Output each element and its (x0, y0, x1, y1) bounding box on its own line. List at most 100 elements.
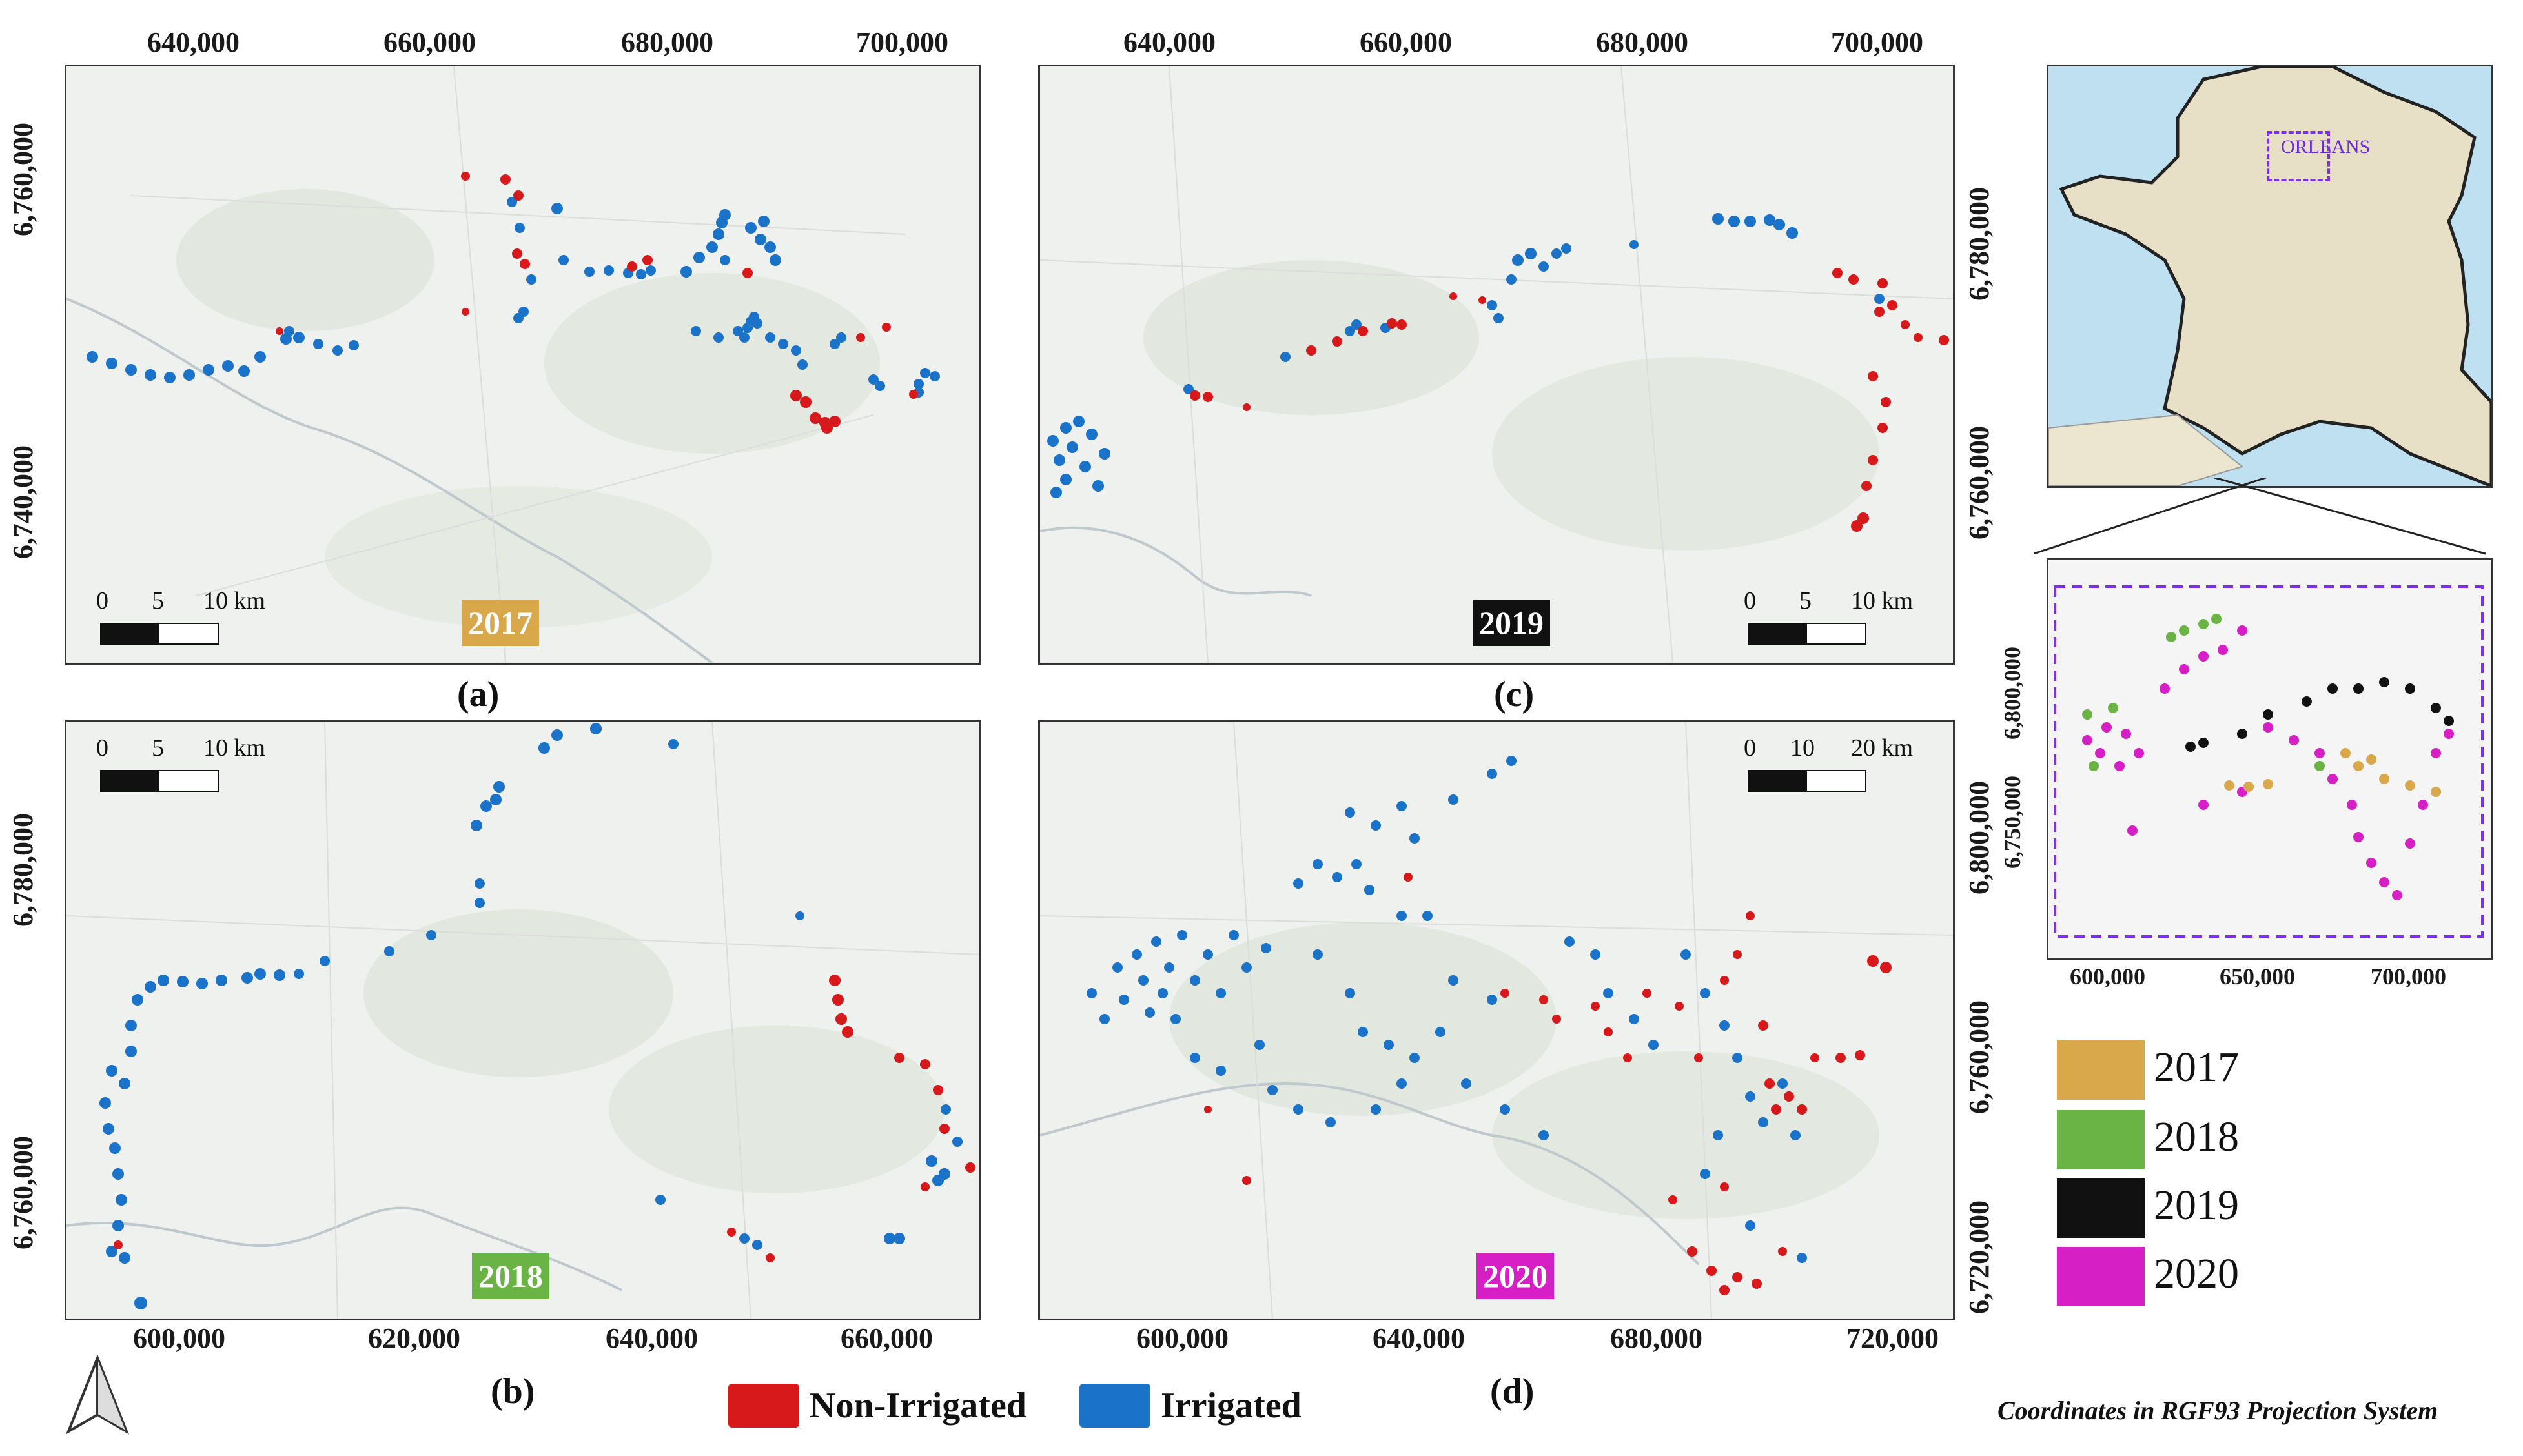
non-irrigated-parcel (1832, 268, 1843, 278)
point-2020 (2101, 722, 2112, 733)
irrigated-parcel (739, 332, 750, 343)
scale-mid-c: 5 (1799, 587, 1812, 614)
irrigated-parcel (1325, 1117, 1336, 1127)
point-2020 (2418, 800, 2428, 810)
irrigated-parcel (797, 359, 808, 370)
year-badge-c: 2019 (1473, 600, 1550, 646)
point-2017 (2405, 780, 2415, 791)
x-tick-c-1: 640,000 (1123, 26, 1216, 58)
irrigated-parcel (920, 368, 930, 378)
irrigated-parcel (604, 265, 614, 276)
x-tick-b-4: 660,000 (841, 1322, 933, 1354)
map-c-basemap (1040, 66, 1953, 663)
non-irrigated-parcel (821, 422, 833, 434)
non-irrigated-parcel (790, 390, 802, 401)
point-2020 (2127, 825, 2138, 836)
non-irrigated-parcel (512, 248, 522, 259)
map-d[interactable]: 2020 0 10 20 km (1038, 720, 1955, 1320)
irrigated-parcel (894, 1233, 905, 1244)
legend-swatch-irrigated (1079, 1384, 1150, 1428)
non-irrigated-parcel (1867, 955, 1879, 967)
inset-map[interactable] (2047, 558, 2493, 960)
irrigated-parcel (1435, 1027, 1445, 1037)
france-overview-map[interactable]: ORLEANS (2047, 65, 2493, 488)
irrigated-parcel (1409, 1053, 1420, 1063)
irrigated-parcel (1744, 216, 1756, 227)
irrigated-parcel (1700, 1169, 1710, 1179)
inset-x-tick-1: 600,000 (2070, 964, 2145, 989)
irrigated-parcel (384, 946, 394, 956)
point-2020 (2218, 645, 2228, 655)
irrigated-parcel (713, 332, 724, 343)
map-b[interactable]: 2018 0 5 10 km (65, 720, 981, 1320)
irrigated-parcel (939, 1168, 950, 1180)
irrigated-parcel (1087, 988, 1097, 998)
year-badge-b: 2018 (472, 1253, 549, 1299)
irrigated-parcel (745, 222, 757, 234)
non-irrigated-parcel (832, 994, 844, 1006)
point-2019 (2353, 683, 2364, 694)
irrigated-parcel (836, 332, 846, 343)
year-badge-a: 2017 (462, 600, 539, 646)
point-2018 (2089, 761, 2099, 771)
irrigated-parcel (196, 978, 208, 989)
non-irrigated-parcel (894, 1053, 904, 1063)
irrigated-parcel (875, 381, 885, 391)
irrigated-parcel (294, 969, 304, 979)
scale-end-c: 10 km (1851, 587, 1914, 614)
x-tick-d-2: 640,000 (1373, 1322, 1465, 1354)
irrigated-parcel (1551, 248, 1562, 259)
point-2020 (2392, 890, 2402, 900)
map-c[interactable]: 2019 0 5 10 km (1038, 65, 1955, 665)
irrigated-parcel (1719, 1020, 1730, 1031)
point-2020 (2134, 748, 2144, 758)
non-irrigated-parcel (1797, 1104, 1807, 1115)
non-irrigated-parcel (114, 1240, 123, 1249)
y-tick-a-2: 6,740,000 (7, 445, 39, 559)
y-tick-a-1: 6,760,000 (7, 123, 39, 236)
non-irrigated-parcel (1732, 1272, 1742, 1282)
point-2020 (2121, 729, 2131, 739)
irrigated-parcel (1164, 962, 1174, 973)
non-irrigated-parcel (933, 1085, 943, 1095)
irrigated-parcel (1745, 1091, 1755, 1102)
irrigated-parcel (551, 203, 563, 214)
non-irrigated-parcel (1604, 1027, 1613, 1036)
irrigated-parcel (764, 241, 776, 253)
non-irrigated-parcel (1642, 989, 1651, 998)
scale-0-b: 0 (96, 734, 108, 762)
irrigated-parcel (1422, 911, 1433, 921)
irrigated-parcel (1603, 988, 1613, 998)
legend-label-2020: 2020 (2154, 1250, 2239, 1297)
irrigated-parcel (1648, 1040, 1659, 1050)
non-irrigated-parcel (742, 268, 753, 278)
irrigated-parcel (332, 345, 343, 356)
point-2017 (2366, 754, 2376, 765)
inset-points (2054, 585, 2484, 938)
scale-end-b: 10 km (203, 734, 266, 762)
legend-label-2018: 2018 (2154, 1113, 2239, 1160)
map-a[interactable]: 2017 0 5 10 km (65, 65, 981, 665)
x-tick-b-3: 640,000 (606, 1322, 698, 1354)
map-b-parcels (99, 723, 975, 1309)
irrigated-parcel (1190, 975, 1200, 986)
irrigated-parcel (1119, 995, 1129, 1005)
non-irrigated-parcel (1877, 278, 1888, 288)
inset-x-tick-2: 650,000 (2220, 964, 2295, 989)
point-2020 (2431, 748, 2441, 758)
irrigated-parcel (914, 379, 924, 389)
irrigated-parcel (475, 878, 485, 889)
non-irrigated-parcel (810, 412, 821, 424)
non-irrigated-parcel (1306, 345, 1316, 356)
irrigated-parcel (1773, 219, 1785, 230)
irrigated-parcel (145, 369, 156, 381)
irrigated-parcel (1145, 1007, 1155, 1018)
map-b-basemap (66, 722, 979, 1319)
scale-0-c: 0 (1744, 587, 1756, 614)
irrigated-parcel (1409, 833, 1420, 844)
non-irrigated-parcel (835, 1013, 847, 1025)
irrigated-parcel (1216, 1066, 1226, 1076)
orleans-label: ORLEANS (2281, 136, 2371, 157)
scale-0-a: 0 (96, 587, 108, 614)
legend-label-non-irrigated: Non-Irrigated (810, 1386, 1027, 1426)
